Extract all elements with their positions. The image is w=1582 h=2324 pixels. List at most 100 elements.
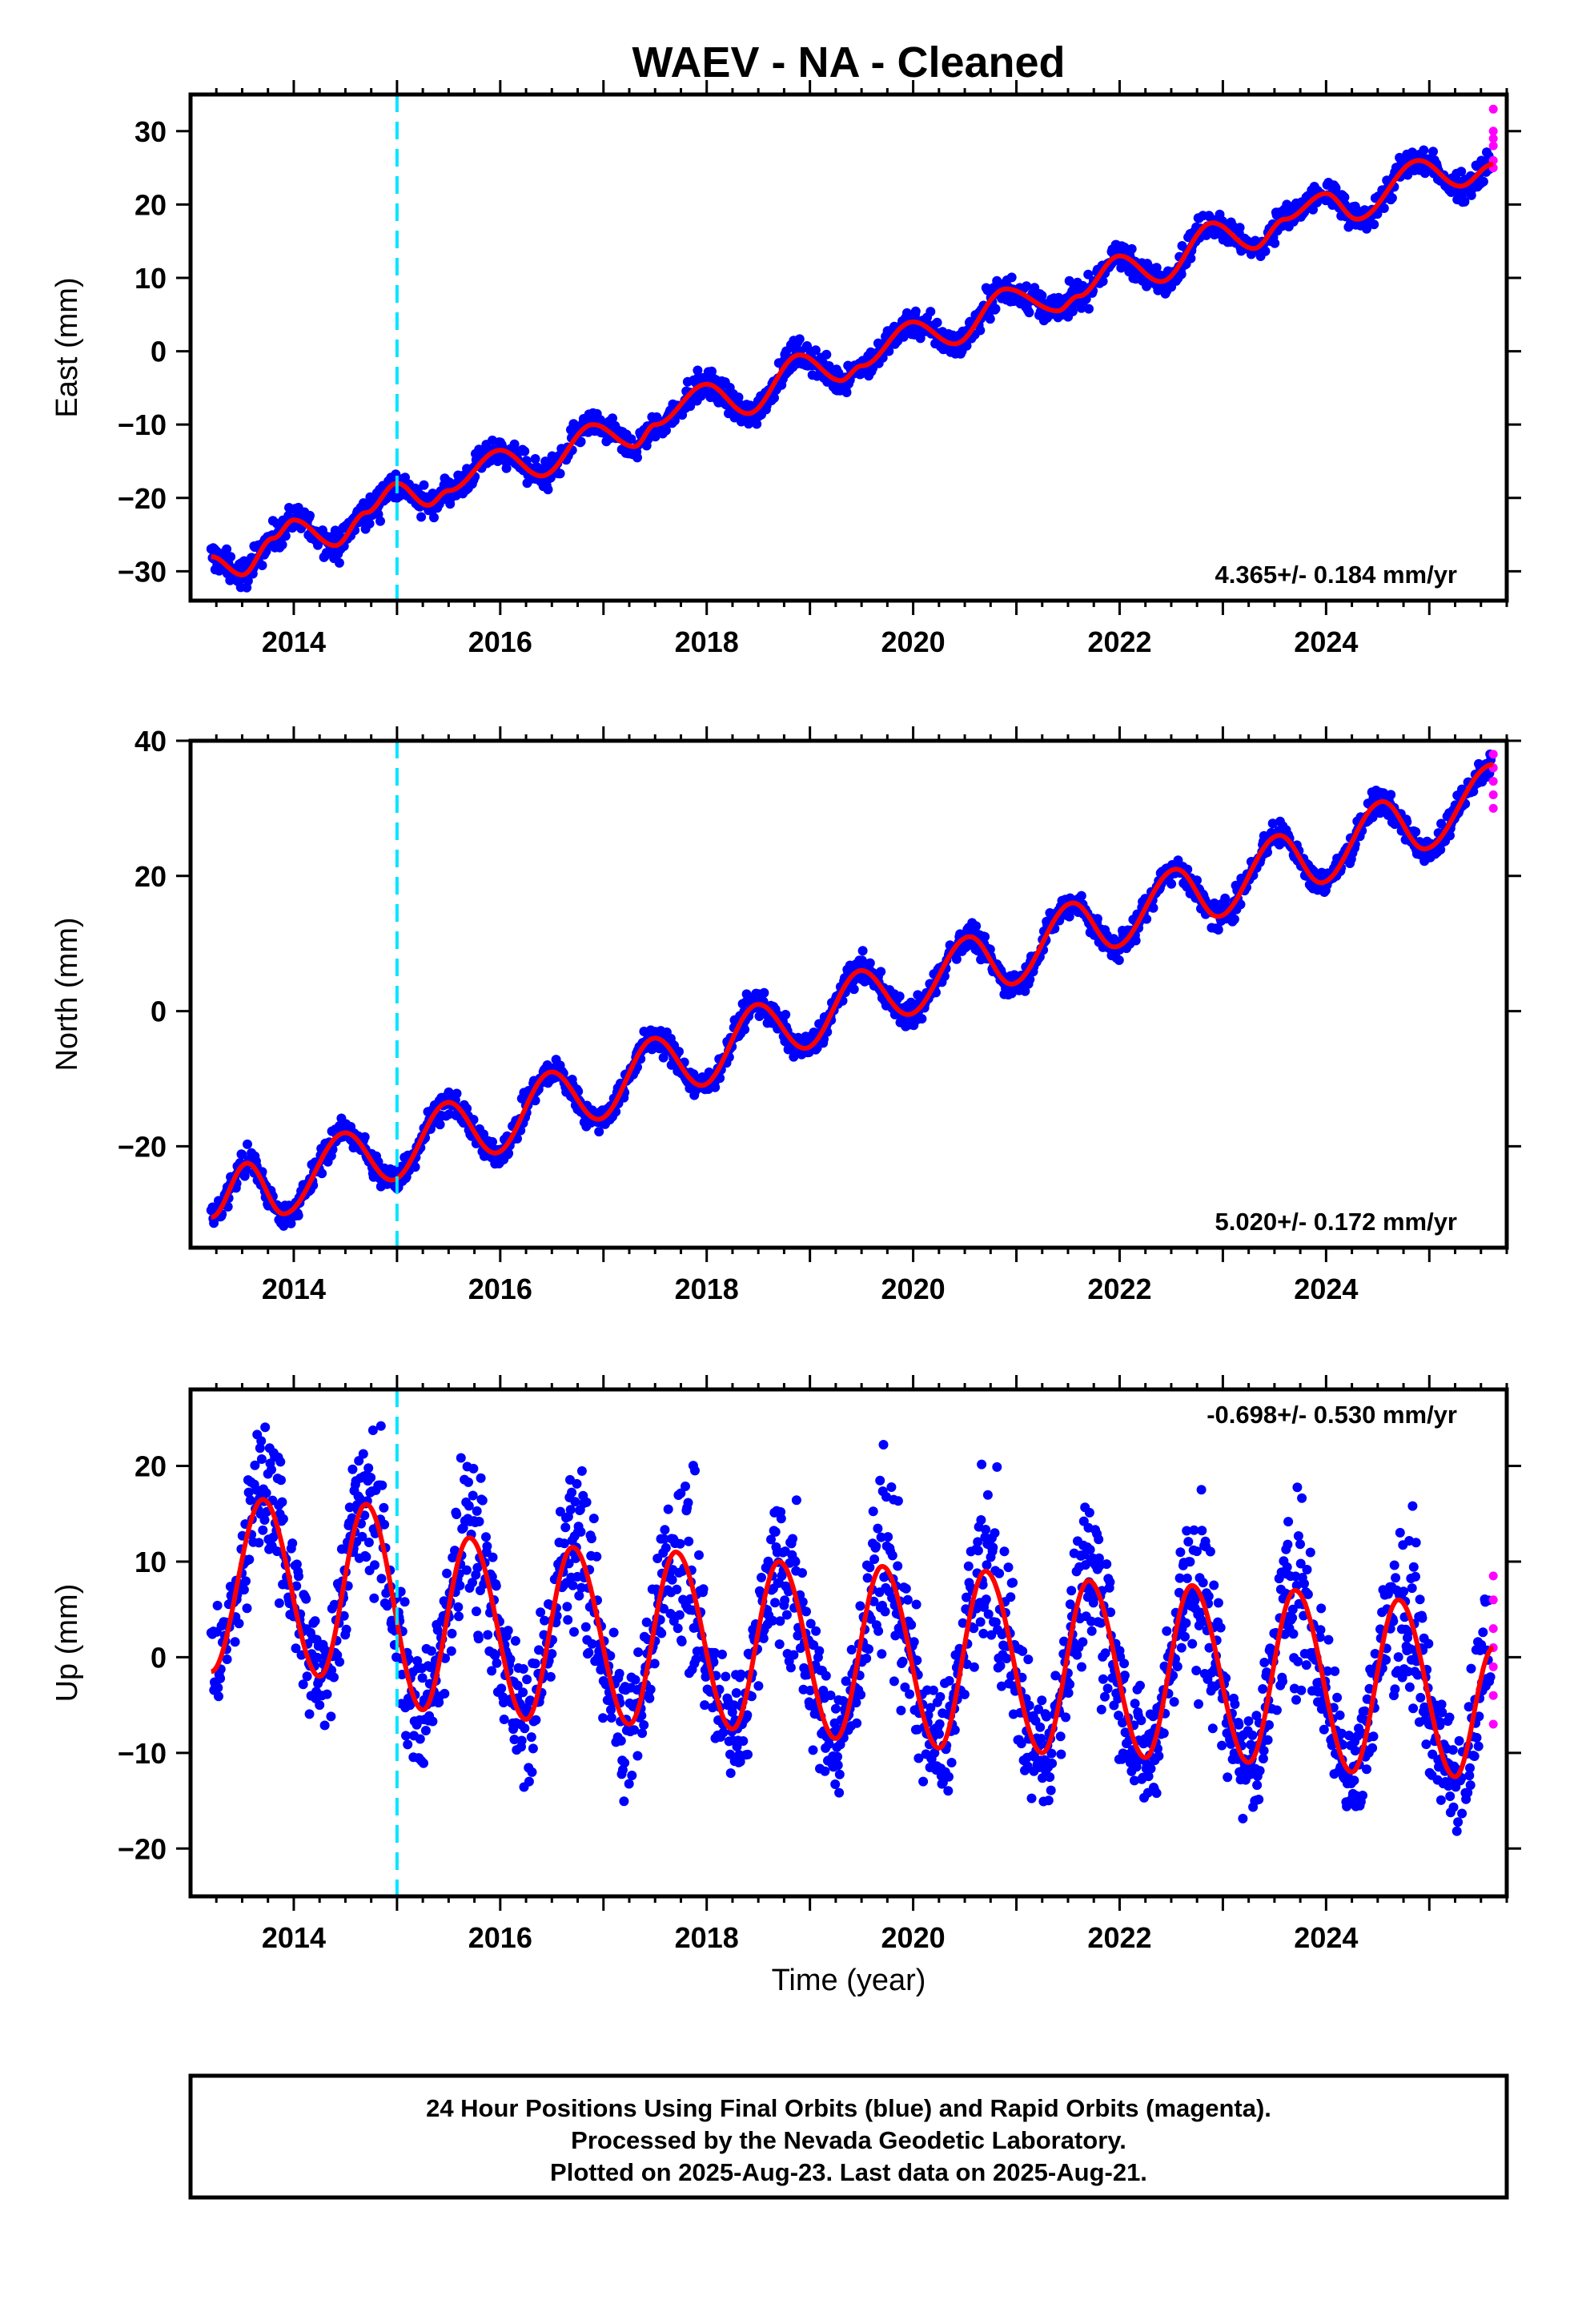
- rapid-point: [1488, 803, 1498, 813]
- data-point: [995, 1661, 1006, 1671]
- data-point: [363, 1463, 374, 1474]
- data-point: [476, 1473, 486, 1483]
- data-point: [1229, 914, 1239, 924]
- data-point: [897, 1656, 908, 1667]
- data-point: [889, 1676, 899, 1687]
- y-tick-label: −30: [118, 555, 167, 588]
- data-point: [319, 1720, 330, 1731]
- data-point: [479, 1129, 489, 1140]
- data-point: [630, 1675, 640, 1685]
- data-point: [1369, 219, 1379, 230]
- data-point: [492, 1658, 502, 1668]
- data-point: [857, 946, 868, 956]
- data-point: [672, 1584, 682, 1594]
- data-point: [632, 1751, 643, 1761]
- data-point: [226, 552, 236, 562]
- data-point: [973, 1537, 983, 1547]
- data-point: [415, 1734, 425, 1744]
- data-point: [452, 1510, 462, 1519]
- data-point: [568, 1580, 578, 1590]
- data-point: [693, 365, 703, 376]
- data-point: [287, 1538, 298, 1549]
- east-rate-label: 4.365+/- 0.184 mm/yr: [1215, 561, 1457, 589]
- data-point: [878, 1440, 889, 1449]
- data-point: [293, 1210, 303, 1220]
- data-point: [776, 1514, 786, 1524]
- data-point: [576, 1582, 587, 1593]
- data-point: [1213, 925, 1223, 935]
- data-point: [890, 1630, 901, 1641]
- data-point: [977, 1459, 987, 1470]
- data-point: [833, 1760, 843, 1771]
- data-point: [674, 1610, 685, 1620]
- data-point: [509, 439, 520, 449]
- data-point: [626, 434, 636, 444]
- data-point: [894, 991, 905, 1002]
- data-point: [869, 1596, 879, 1606]
- data-point: [865, 1562, 875, 1573]
- data-point: [743, 1749, 753, 1759]
- data-point: [661, 1542, 671, 1553]
- data-point: [674, 1047, 684, 1057]
- y-tick-label: 10: [135, 262, 167, 295]
- data-point: [419, 1758, 428, 1768]
- data-point: [1045, 1772, 1055, 1783]
- data-point: [1043, 1795, 1054, 1806]
- data-point: [576, 1526, 586, 1537]
- data-point: [663, 1504, 673, 1514]
- data-point: [250, 1460, 260, 1470]
- y-tick-label: 20: [135, 860, 167, 893]
- data-point: [710, 1082, 721, 1092]
- data-point: [215, 1673, 226, 1683]
- data-point: [369, 1593, 379, 1603]
- data-point: [978, 1628, 989, 1638]
- data-point: [781, 1010, 791, 1019]
- data-point: [951, 954, 962, 964]
- data-point: [865, 958, 875, 968]
- data-point: [731, 1688, 741, 1698]
- data-point: [770, 1598, 780, 1608]
- data-point: [801, 1606, 811, 1617]
- data-point: [509, 1735, 520, 1745]
- data-point: [592, 1551, 602, 1562]
- data-point: [818, 1686, 829, 1695]
- rapid-point: [1488, 790, 1498, 799]
- data-point: [435, 1120, 445, 1130]
- data-point: [1018, 1646, 1028, 1656]
- data-point: [976, 1515, 986, 1525]
- data-point: [629, 1725, 640, 1735]
- data-point: [477, 1495, 488, 1506]
- data-point: [797, 1568, 807, 1578]
- data-point: [526, 1732, 536, 1743]
- data-point: [906, 1620, 917, 1630]
- data-point: [1126, 243, 1137, 254]
- rapid-point: [1488, 104, 1498, 114]
- data-point: [1002, 1654, 1012, 1663]
- data-point: [943, 1786, 954, 1796]
- data-point: [981, 1594, 991, 1605]
- data-point: [243, 1139, 252, 1149]
- data-point: [1050, 1671, 1061, 1681]
- data-point: [243, 1487, 254, 1498]
- data-point: [505, 1655, 516, 1664]
- data-point: [275, 1457, 286, 1467]
- data-point: [769, 392, 779, 403]
- data-point: [969, 1623, 979, 1634]
- data-point: [849, 984, 859, 995]
- data-point: [644, 1693, 655, 1703]
- data-point: [222, 544, 232, 554]
- data-point: [946, 1758, 957, 1767]
- data-point: [990, 1617, 1001, 1627]
- data-point: [935, 1691, 946, 1702]
- data-point: [1067, 306, 1078, 316]
- data-point: [518, 1687, 528, 1698]
- data-point: [950, 1725, 960, 1735]
- data-point: [581, 1497, 592, 1507]
- east-model-line: [210, 158, 1495, 577]
- data-point: [222, 1655, 232, 1664]
- data-point: [598, 1713, 608, 1723]
- data-point: [1151, 263, 1162, 273]
- rapid-point: [1488, 141, 1498, 151]
- data-point: [833, 1751, 842, 1762]
